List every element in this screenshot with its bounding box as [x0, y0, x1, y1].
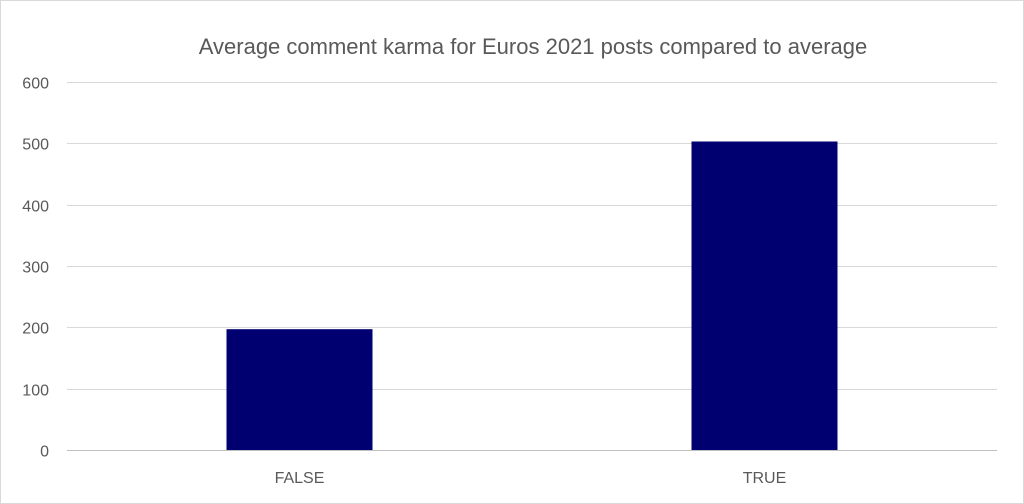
bar-true — [691, 141, 838, 450]
y-tick-label-400: 400 — [22, 199, 49, 216]
y-tick-label-100: 100 — [22, 383, 49, 400]
y-tick-label-500: 500 — [22, 137, 49, 154]
gridlines — [67, 82, 997, 451]
bar-false — [226, 329, 373, 450]
y-tick-label-300: 300 — [22, 260, 49, 277]
x-tick-label-false: FALSE — [275, 470, 325, 487]
y-axis-tick-labels: 0 100 200 300 400 500 600 — [22, 76, 49, 461]
x-tick-label-true: TRUE — [743, 470, 787, 487]
y-tick-label-600: 600 — [22, 76, 49, 93]
chart-title: Average comment karma for Euros 2021 pos… — [199, 34, 868, 59]
x-axis-tick-labels: FALSE TRUE — [275, 470, 787, 487]
bars — [226, 141, 838, 450]
y-tick-label-200: 200 — [22, 321, 49, 338]
y-tick-label-0: 0 — [40, 444, 49, 461]
